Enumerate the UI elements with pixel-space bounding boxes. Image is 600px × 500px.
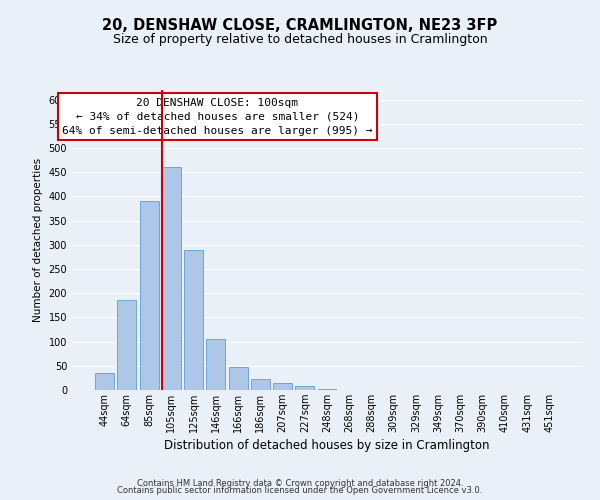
Bar: [184, 250, 203, 390]
Text: 20, DENSHAW CLOSE, CRAMLINGTON, NE23 3FP: 20, DENSHAW CLOSE, CRAMLINGTON, NE23 3FP: [103, 18, 497, 32]
Bar: [118, 300, 136, 390]
Bar: [95, 373, 114, 390]
Bar: [317, 389, 337, 390]
Text: Contains public sector information licensed under the Open Government Licence v3: Contains public sector information licen…: [118, 486, 482, 495]
Text: Contains HM Land Registry data © Crown copyright and database right 2024.: Contains HM Land Registry data © Crown c…: [137, 478, 463, 488]
Y-axis label: Number of detached properties: Number of detached properties: [33, 158, 43, 322]
Bar: [229, 367, 248, 390]
Bar: [206, 339, 225, 390]
Bar: [251, 380, 270, 390]
Text: 20 DENSHAW CLOSE: 100sqm
← 34% of detached houses are smaller (524)
64% of semi-: 20 DENSHAW CLOSE: 100sqm ← 34% of detach…: [62, 98, 373, 136]
X-axis label: Distribution of detached houses by size in Cramlington: Distribution of detached houses by size …: [164, 439, 490, 452]
Bar: [295, 386, 314, 390]
Bar: [162, 168, 181, 390]
Bar: [140, 202, 158, 390]
Text: Size of property relative to detached houses in Cramlington: Size of property relative to detached ho…: [113, 32, 487, 46]
Bar: [273, 382, 292, 390]
